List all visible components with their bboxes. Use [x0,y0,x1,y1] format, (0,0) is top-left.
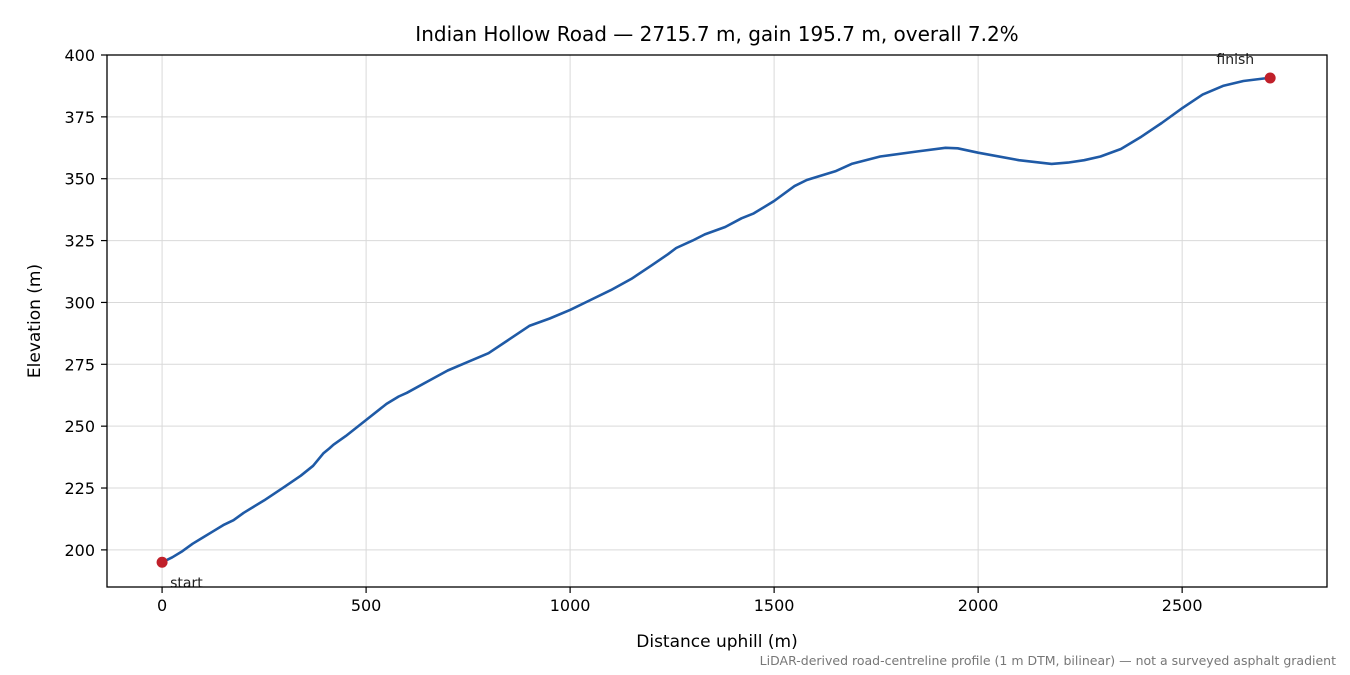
x-tick-label: 1500 [754,596,795,615]
grid [107,54,1327,587]
tick-labels: 0 500 1000 1500 2000 2500 200 225 250 275 300 325 35… [64,46,1202,615]
axis-ticks [101,54,1183,593]
start-annotation: start [170,575,203,591]
x-axis-label: Distance uphill (m) [636,632,797,652]
x-tick-label: 0 [157,596,167,615]
endpoint-markers: start finish [156,52,1276,591]
x-tick-label: 2500 [1162,596,1203,615]
y-tick-label: 275 [64,355,95,374]
y-tick-label: 350 [64,170,95,189]
y-tick-label: 375 [64,108,95,127]
finish-marker [1264,72,1276,84]
plot-frame [106,54,1328,588]
y-tick-label: 400 [64,46,95,65]
y-tick-label: 225 [64,479,95,498]
elevation-profile-line [160,76,1272,564]
finish-annotation: finish [1216,52,1254,68]
y-tick-label: 200 [64,541,95,560]
start-marker [156,556,168,568]
y-tick-label: 300 [64,293,95,312]
chart-title: Indian Hollow Road — 2715.7 m, gain 195.… [415,22,1018,46]
x-tick-label: 500 [351,596,382,615]
x-tick-label: 1000 [550,596,591,615]
y-tick-label: 325 [64,232,95,251]
y-tick-label: 250 [64,417,95,436]
x-tick-label: 2000 [958,596,999,615]
footnote: LiDAR-derived road-centreline profile (1… [760,653,1336,668]
y-axis-label: Elevation (m) [25,264,45,378]
